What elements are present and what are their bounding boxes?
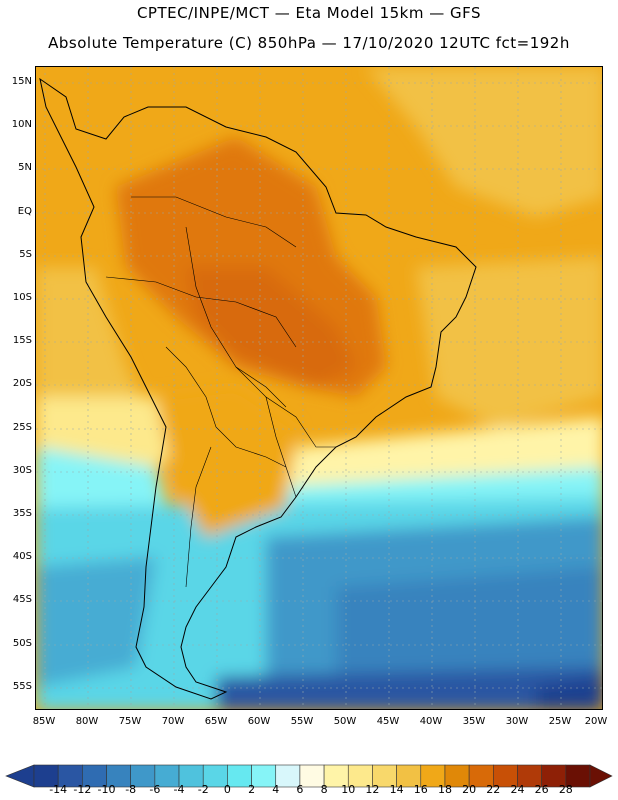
- colorbar-label: 20: [462, 783, 477, 796]
- lon-label-50w: 50W: [333, 716, 357, 727]
- lon-label-80w: 80W: [75, 716, 99, 727]
- lat-label-45s: 45S: [12, 594, 32, 605]
- field-southeast-pacific: [36, 557, 156, 687]
- lat-label-5n: 5N: [18, 162, 32, 173]
- colorbar-label: 2: [248, 783, 256, 796]
- lon-label-45w: 45W: [376, 716, 400, 727]
- country-borders: [105, 196, 336, 588]
- field-north-atlantic: [366, 67, 602, 217]
- temperature-map[interactable]: [35, 66, 603, 710]
- colorbar-label: 4: [272, 783, 280, 796]
- lon-label-40w: 40W: [419, 716, 443, 727]
- lon-label-30w: 30W: [505, 716, 529, 727]
- lat-label-15s: 15S: [12, 335, 32, 346]
- lat-label-40s: 40S: [12, 551, 32, 562]
- lat-label-30s: 30S: [12, 465, 32, 476]
- colorbar-label: 8: [320, 783, 328, 796]
- field-east-pacific: [36, 267, 146, 407]
- colorbar-label: -6: [149, 783, 161, 796]
- colorbar-arrow-right: [589, 764, 613, 788]
- lon-label-70w: 70W: [161, 716, 185, 727]
- colorbar-label: -12: [73, 783, 92, 796]
- colorbar-label: 28: [558, 783, 573, 796]
- lat-label-15n: 15N: [11, 76, 32, 87]
- lat-label-35s: 35S: [12, 508, 32, 519]
- lon-label-25w: 25W: [548, 716, 572, 727]
- graticule: [36, 67, 602, 709]
- colorbar-label: -14: [49, 783, 68, 796]
- lon-label-65w: 65W: [204, 716, 228, 727]
- field-coldest: [536, 677, 602, 709]
- colorbar-label: 22: [486, 783, 501, 796]
- colorbar-label: -4: [173, 783, 185, 796]
- lon-label-20w: 20W: [584, 716, 608, 727]
- lon-label-75w: 75W: [118, 716, 142, 727]
- lat-label-55s: 55S: [12, 681, 32, 692]
- colorbar-label: -10: [97, 783, 116, 796]
- field-central-atlantic: [416, 257, 602, 427]
- colorbar-label: 26: [534, 783, 549, 796]
- colorbar-label: 18: [437, 783, 452, 796]
- lat-label-25s: 25S: [12, 422, 32, 433]
- colorbar-arrow-left: [5, 764, 35, 788]
- colorbar-label: -2: [197, 783, 209, 796]
- lat-label-5s: 5S: [19, 249, 32, 260]
- lat-label-10s: 10S: [12, 292, 32, 303]
- title-line-2: Absolute Temperature (C) 850hPa — 17/10/…: [48, 34, 570, 52]
- title-line-1: CPTEC/INPE/MCT — Eta Model 15km — GFS: [136, 4, 482, 22]
- colorbar-label: 0: [223, 783, 231, 796]
- colorbar-label: 24: [510, 783, 525, 796]
- south-america-coastline: [39, 77, 477, 700]
- colorbar-label: 14: [389, 783, 404, 796]
- lon-label-60w: 60W: [247, 716, 271, 727]
- colorbar-label: -8: [125, 783, 137, 796]
- colorbar-label: 6: [296, 783, 304, 796]
- map-canvas: [36, 67, 602, 709]
- colorbar-label: 10: [341, 783, 356, 796]
- field-southern-cone: [156, 387, 296, 537]
- colorbar: [5, 764, 613, 788]
- lat-label-10n: 10N: [11, 119, 32, 130]
- field-hotspot: [186, 267, 356, 387]
- colorbar-label: 16: [413, 783, 428, 796]
- lon-label-85w: 85W: [32, 716, 56, 727]
- colorbar-label: 12: [365, 783, 380, 796]
- lon-label-35w: 35W: [462, 716, 486, 727]
- lat-label-20s: 20S: [12, 378, 32, 389]
- lat-label-eq: EQ: [17, 206, 32, 217]
- lon-label-55w: 55W: [290, 716, 314, 727]
- lat-label-50s: 50S: [12, 638, 32, 649]
